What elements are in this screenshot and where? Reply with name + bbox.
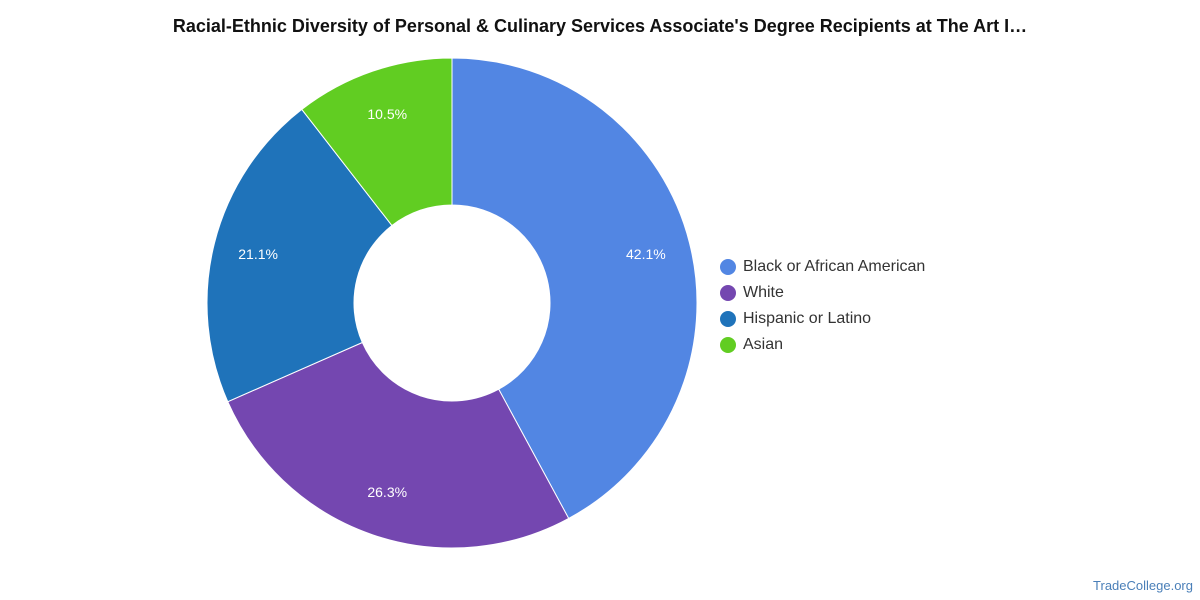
slice-label: 21.1%: [238, 246, 278, 262]
chart-legend: Black or African American White Hispanic o…: [720, 254, 925, 358]
legend-label: Asian: [743, 336, 784, 353]
legend-item[interactable]: Hispanic or Latino: [720, 306, 925, 332]
legend-item[interactable]: White: [720, 280, 925, 306]
legend-item[interactable]: Asian: [720, 332, 925, 358]
legend-label: Hispanic or Latino: [743, 310, 872, 327]
source-credit[interactable]: TradeCollege.org: [1093, 578, 1193, 593]
legend-swatch: [720, 311, 736, 327]
slice-label: 42.1%: [626, 246, 666, 262]
legend-label: White: [743, 284, 784, 301]
slice-label: 10.5%: [367, 106, 407, 122]
legend-swatch: [720, 285, 736, 301]
slice-asian[interactable]: [301, 57, 453, 227]
slice-hispanic-or-latino[interactable]: [206, 108, 393, 403]
slice-black-or-african-american[interactable]: [451, 57, 698, 520]
slice-white[interactable]: [227, 341, 570, 549]
slice-label: 26.3%: [367, 484, 407, 500]
legend-swatch: [720, 337, 736, 353]
legend-label: Black or African American: [743, 258, 926, 275]
legend-item[interactable]: Black or African American: [720, 254, 925, 280]
chart-title: Racial-Ethnic Diversity of Personal & Cu…: [172, 16, 1028, 36]
legend-swatch: [720, 259, 736, 275]
